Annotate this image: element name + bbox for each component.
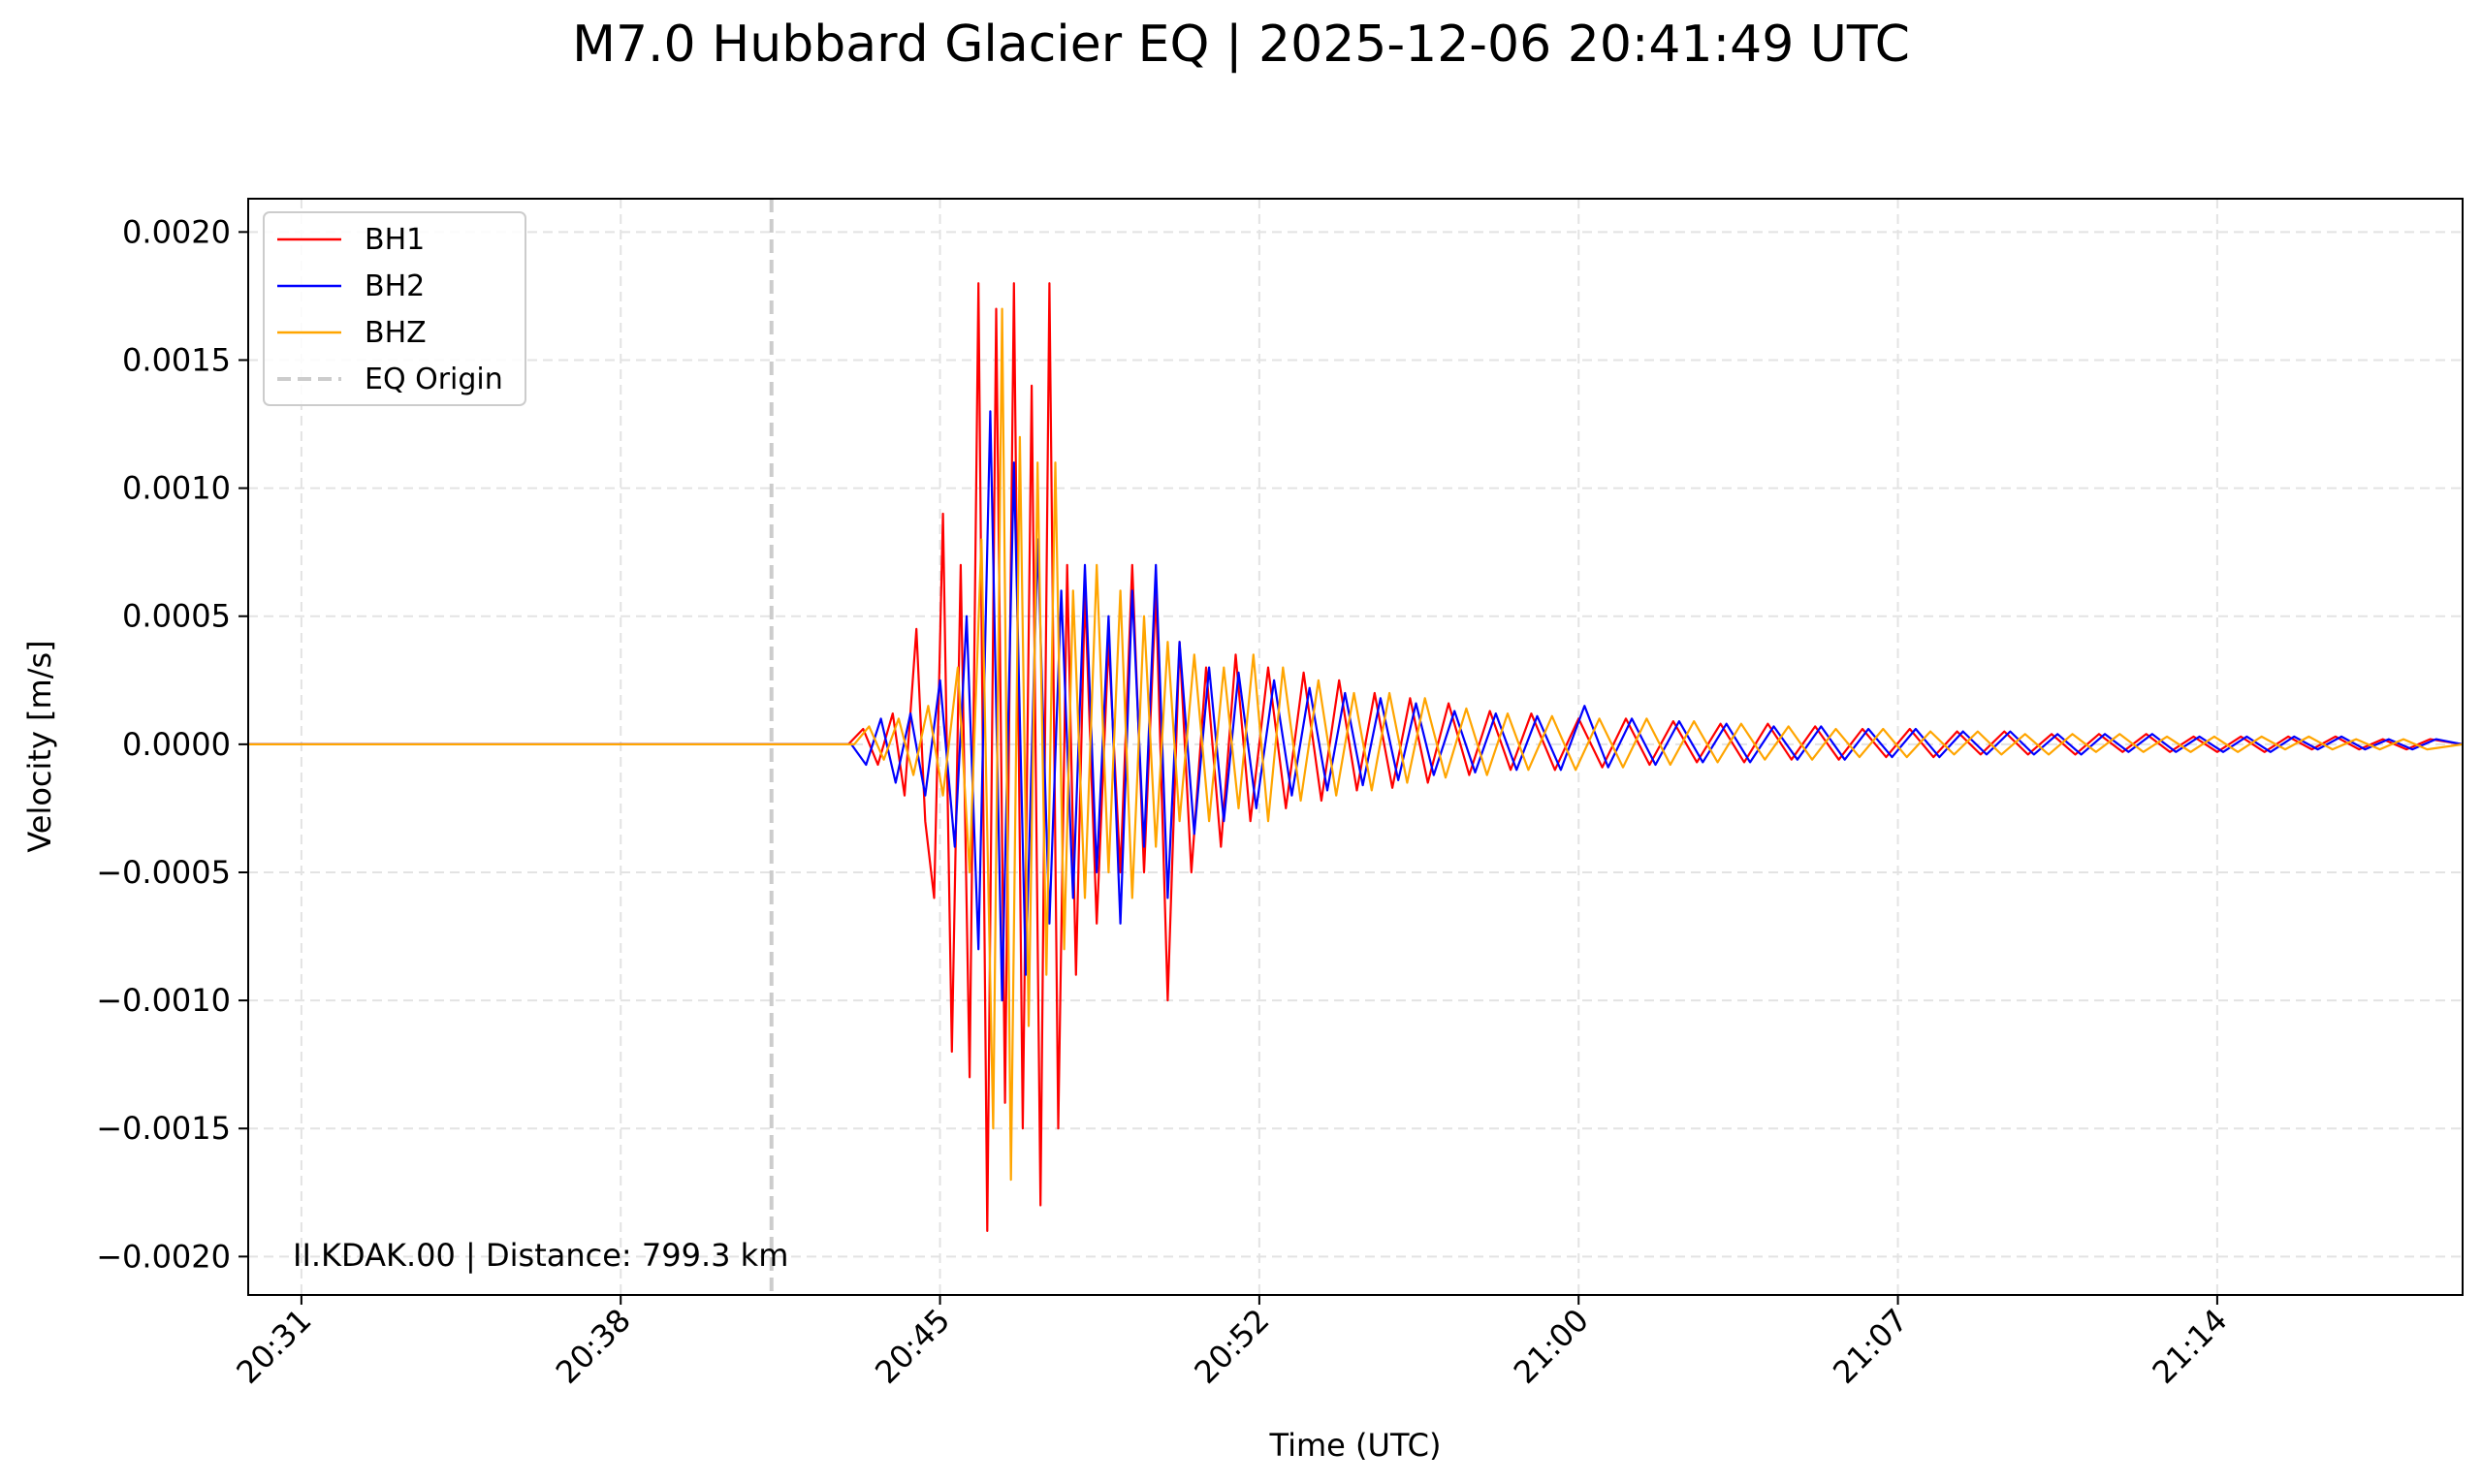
plot-frame: [247, 198, 2464, 1296]
y-tick-label: 0.0020: [122, 213, 231, 250]
y-tick-label: −0.0020: [96, 1238, 231, 1275]
y-tick-label: 0.0005: [122, 598, 231, 635]
station-annotation: II.KDAK.00 | Distance: 799.3 km: [293, 1237, 788, 1274]
y-tick-label: −0.0015: [96, 1110, 231, 1147]
legend: BH1 BH2 BHZ EQ Origin: [263, 211, 526, 406]
x-axis-label: Time (UTC): [1269, 1427, 1442, 1464]
legend-label: EQ Origin: [365, 363, 503, 396]
chart-title: M7.0 Hubbard Glacier EQ | 2025-12-06 20:…: [572, 16, 1910, 74]
series-layer: [248, 282, 2463, 1232]
legend-label: BH2: [365, 269, 425, 303]
series-bh2-trace: [248, 410, 2463, 1002]
y-tick-label: 0.0010: [122, 470, 231, 507]
y-axis: 0.0020 0.0015 0.0010 0.0005 0.0000 −0.0005 −0.…: [96, 213, 248, 1275]
legend-label: BH1: [365, 223, 425, 257]
legend-box: [263, 211, 526, 406]
y-tick-label: −0.0010: [96, 982, 231, 1019]
y-axis-label: Velocity [m/s]: [21, 640, 58, 852]
y-tick-label: 0.0015: [122, 341, 231, 378]
y-tick-label: −0.0005: [96, 854, 231, 891]
series-bhz-trace: [248, 307, 2463, 1182]
y-tick-label: 0.0000: [122, 726, 231, 763]
legend-label: BHZ: [365, 316, 427, 350]
